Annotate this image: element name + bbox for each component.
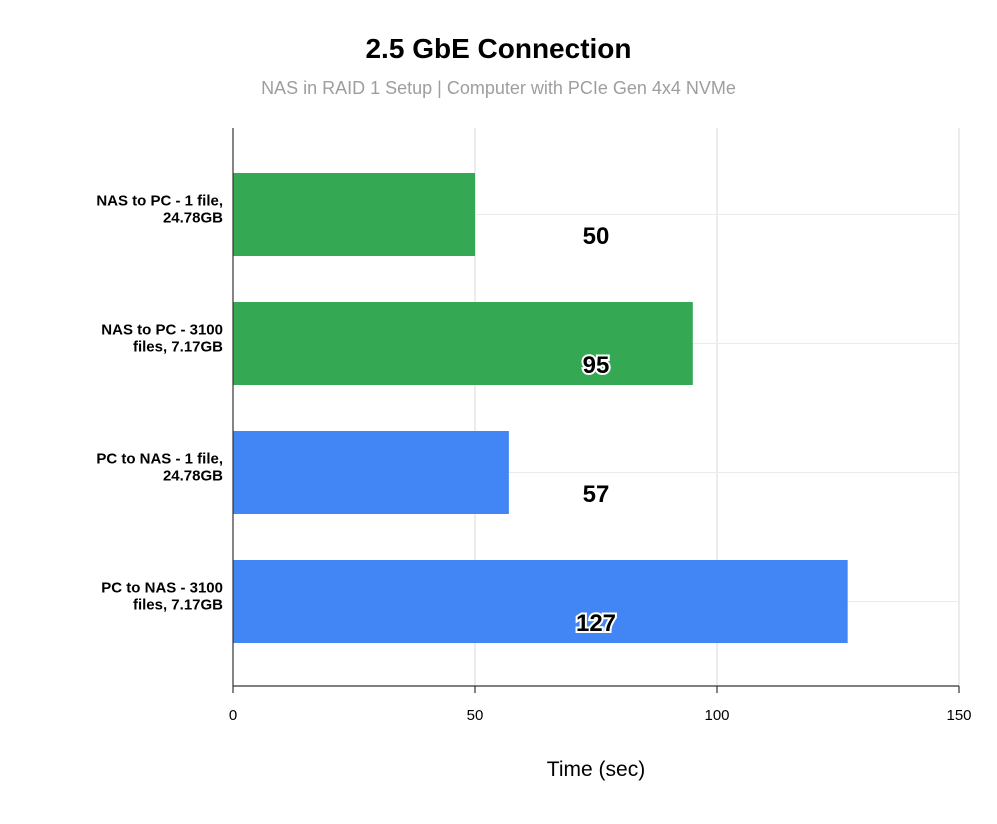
category-label: NAS to PC - 3100 bbox=[101, 322, 223, 339]
x-tick-label: 50 bbox=[467, 707, 484, 724]
bar bbox=[233, 431, 509, 514]
chart-subtitle: NAS in RAID 1 Setup | Computer with PCIe… bbox=[261, 78, 736, 98]
category-label: files, 7.17GB bbox=[133, 339, 223, 356]
category-label: 24.78GB bbox=[163, 468, 223, 485]
bar bbox=[233, 560, 848, 643]
category-label: NAS to PC - 1 file, bbox=[96, 193, 223, 210]
category-label: PC to NAS - 3100 bbox=[101, 580, 223, 597]
data-label: 57 bbox=[583, 481, 610, 508]
x-tick-label: 150 bbox=[946, 707, 971, 724]
category-label: PC to NAS - 1 file, bbox=[96, 451, 223, 468]
x-axis-title: Time (sec) bbox=[546, 758, 646, 781]
chart-title: 2.5 GbE Connection bbox=[365, 33, 632, 64]
category-label: 24.78GB bbox=[163, 210, 223, 227]
x-tick-label: 100 bbox=[704, 707, 729, 724]
x-tick-label: 0 bbox=[229, 707, 237, 724]
data-label: 50 bbox=[583, 223, 610, 250]
bar bbox=[233, 302, 693, 385]
data-label: 127 bbox=[576, 610, 616, 637]
bar bbox=[233, 173, 475, 256]
category-label: files, 7.17GB bbox=[133, 597, 223, 614]
data-label: 95 bbox=[583, 352, 610, 379]
